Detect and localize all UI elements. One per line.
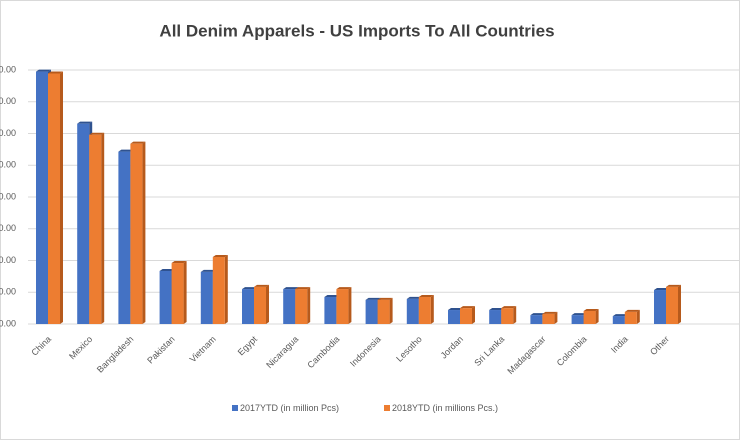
bar-side bbox=[636, 309, 640, 324]
y-tick-label: 20.00 bbox=[0, 255, 16, 265]
bar-top bbox=[654, 288, 669, 291]
bar bbox=[377, 299, 390, 324]
legend-swatch bbox=[384, 405, 390, 411]
bar bbox=[406, 298, 419, 324]
bar-top bbox=[77, 121, 93, 124]
bar bbox=[295, 289, 308, 324]
bar bbox=[666, 286, 678, 324]
bar-side bbox=[595, 308, 599, 324]
bar bbox=[501, 308, 514, 324]
bar bbox=[283, 289, 296, 324]
bar bbox=[242, 289, 254, 324]
bar-top bbox=[336, 287, 352, 290]
bar-side bbox=[266, 284, 269, 324]
bar bbox=[89, 134, 102, 324]
bar-side bbox=[554, 311, 558, 324]
bar-side bbox=[348, 287, 352, 324]
legend-label: 2017YTD (in million Pcs) bbox=[240, 403, 339, 413]
y-tick-label: 60.00 bbox=[0, 128, 16, 138]
bar bbox=[159, 270, 172, 324]
bar bbox=[624, 311, 637, 324]
y-tick-label: 80.00 bbox=[0, 64, 16, 74]
bar-side bbox=[307, 287, 311, 324]
bar-top bbox=[460, 306, 475, 309]
bar-side bbox=[183, 261, 187, 324]
bar bbox=[571, 315, 584, 324]
bar-side bbox=[224, 255, 228, 324]
bar bbox=[460, 308, 472, 324]
bar-top bbox=[406, 296, 422, 299]
bar-top bbox=[171, 261, 187, 264]
chart-title: All Denim Apparels - US Imports To All C… bbox=[159, 21, 554, 40]
bar-top bbox=[324, 295, 340, 298]
bar-top bbox=[242, 287, 257, 290]
bar-top bbox=[418, 295, 434, 298]
bar bbox=[612, 316, 625, 324]
bar bbox=[489, 310, 502, 324]
bar-side bbox=[513, 306, 517, 324]
legend-swatch bbox=[232, 405, 238, 411]
bar-top bbox=[448, 308, 463, 311]
bar-top bbox=[118, 149, 134, 152]
bar-top bbox=[212, 255, 228, 258]
bar-top bbox=[130, 141, 146, 144]
y-tick-label: 30.00 bbox=[0, 223, 16, 233]
y-tick-label: 50.00 bbox=[0, 160, 16, 170]
bar bbox=[530, 315, 543, 324]
bar bbox=[36, 71, 48, 325]
bar bbox=[654, 290, 666, 324]
bar bbox=[254, 286, 266, 324]
bar-top bbox=[489, 308, 505, 311]
bar-top bbox=[365, 297, 381, 300]
bar-top bbox=[377, 297, 393, 300]
bar-top bbox=[530, 313, 546, 316]
bar-top bbox=[200, 269, 216, 272]
y-tick-label: 10.00 bbox=[0, 287, 16, 297]
bar-side bbox=[142, 141, 146, 324]
bar bbox=[118, 151, 131, 324]
bar-side bbox=[101, 132, 105, 324]
bar bbox=[48, 73, 60, 325]
bar-top bbox=[501, 306, 517, 309]
bar-side bbox=[678, 284, 681, 324]
bar-side bbox=[472, 306, 475, 324]
bar bbox=[365, 299, 378, 324]
bar bbox=[448, 310, 460, 324]
bar-top bbox=[48, 71, 63, 74]
bar-top bbox=[295, 287, 311, 290]
bar bbox=[542, 313, 555, 324]
bar-side bbox=[430, 295, 434, 324]
bar bbox=[212, 257, 225, 324]
y-tick-label: 0.00 bbox=[0, 318, 16, 328]
bar-side bbox=[389, 297, 393, 324]
bar-top bbox=[612, 314, 628, 317]
bar-top bbox=[571, 313, 587, 316]
bar bbox=[171, 263, 184, 324]
bar-top bbox=[542, 311, 558, 314]
bar bbox=[130, 143, 143, 324]
legend-label: 2018YTD (in millions Pcs.) bbox=[392, 403, 498, 413]
bar-top bbox=[254, 284, 269, 287]
bar-top bbox=[89, 132, 105, 135]
bar bbox=[418, 297, 431, 324]
bar-top bbox=[624, 309, 640, 312]
bar-side bbox=[60, 71, 63, 325]
bar-top bbox=[583, 308, 599, 311]
bar-top bbox=[159, 268, 175, 271]
bar-top bbox=[666, 284, 681, 287]
y-tick-label: 40.00 bbox=[0, 191, 16, 201]
bar bbox=[336, 289, 349, 324]
y-tick-label: 70.00 bbox=[0, 96, 16, 106]
bar bbox=[200, 271, 213, 324]
bar bbox=[77, 123, 90, 324]
bar bbox=[583, 310, 596, 324]
bar-top bbox=[36, 69, 51, 72]
bar bbox=[324, 297, 337, 324]
bar-top bbox=[283, 287, 299, 290]
